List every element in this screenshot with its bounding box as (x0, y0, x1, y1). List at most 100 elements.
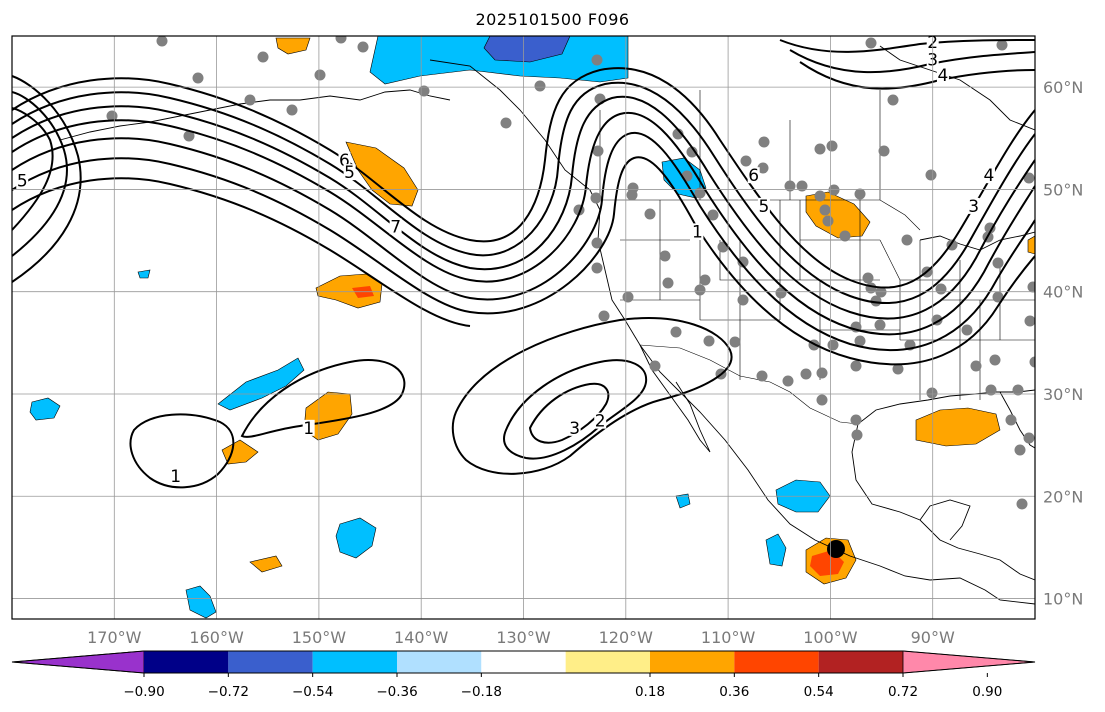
lon-tick-label: 170°W (87, 628, 142, 647)
contour-pacific-1-east (240, 359, 406, 438)
station-dot (659, 250, 671, 262)
station-dot (1016, 498, 1028, 510)
contour-label: 4 (984, 166, 995, 186)
contour-label: 1 (303, 419, 314, 439)
colorbar-tick-label: −0.54 (292, 684, 333, 700)
station-dot (854, 335, 866, 347)
map-gridlines (12, 36, 1035, 619)
station-dot (816, 394, 828, 406)
station-dot (862, 272, 874, 284)
station-dot (740, 155, 752, 167)
lat-tick-label: 20°N (1043, 487, 1083, 506)
contour-ridge-7 (12, 177, 471, 327)
station-dot (827, 339, 839, 351)
station-dot (257, 51, 269, 63)
contour-ridge-4 (12, 111, 1035, 336)
contour-ridge-2 (12, 81, 1035, 305)
station-dot (989, 354, 1001, 366)
contour-pacific-1-west (129, 413, 235, 489)
colorbar-segment (734, 651, 819, 673)
station-dot (717, 241, 729, 253)
station-dot (800, 368, 812, 380)
contour-label-bg (757, 197, 770, 214)
station-dot (796, 180, 808, 192)
contour-label-bg (691, 223, 704, 240)
lon-tick-label: 110°W (701, 628, 756, 647)
station-dot (756, 370, 768, 382)
contour-subtropical-3 (503, 359, 648, 460)
latitude-labels: 10°N 20°N 30°N 40°N 50°N 60°N (1043, 78, 1083, 608)
station-dot (996, 39, 1008, 51)
station-dot (874, 319, 886, 331)
lon-tick-label: 130°W (496, 628, 551, 647)
target-location-marker (827, 540, 845, 558)
colorbar-segment (312, 651, 397, 673)
station-dot (707, 209, 719, 221)
station-dot (500, 117, 512, 129)
station-dot (758, 136, 770, 148)
lon-tick-label: 150°W (292, 628, 347, 647)
positive-anomaly-mid-pacific (315, 273, 383, 309)
contour-label: 6 (339, 151, 350, 171)
contour-ridge-3 (12, 95, 1035, 320)
station-dot (591, 237, 603, 249)
station-dot (1023, 172, 1035, 184)
contour-northeast-4 (799, 61, 1035, 90)
contour-label-bg (343, 164, 356, 181)
contour-label: 1 (170, 467, 181, 487)
negative-anomaly-central-pacific (217, 357, 305, 411)
colorbar-segment (650, 651, 735, 673)
colorbar-segment (818, 651, 903, 673)
station-dot (865, 37, 877, 49)
coastline-aleutians (59, 99, 300, 141)
coastline-alaska-peninsula (299, 89, 451, 101)
station-dot (926, 387, 938, 399)
contour-label-bg (302, 419, 315, 436)
contour-label-bg (594, 412, 607, 429)
station-dot (192, 72, 204, 84)
station-dot (892, 363, 904, 375)
contour-west-edge-3 (12, 75, 82, 283)
positive-anomaly-south-small (249, 555, 283, 573)
contour-label: 3 (569, 419, 580, 439)
station-dot (314, 69, 326, 81)
negative-anomaly-mexico-coast (765, 533, 787, 567)
station-dot (961, 324, 973, 336)
contour-label-bg (967, 197, 980, 214)
station-dot (850, 360, 862, 372)
colorbar-tick-label: 0.18 (635, 684, 665, 700)
station-dot (901, 234, 913, 246)
contour-label: 3 (968, 197, 979, 217)
contour-label-bg (16, 172, 29, 189)
lat-tick-label: 30°N (1043, 385, 1083, 404)
colorbar-extend-high (902, 650, 1036, 674)
colorbar-tick-label: −0.18 (461, 684, 502, 700)
contour-label-bg (936, 66, 949, 83)
positive-anomaly-east-edge (1027, 235, 1035, 255)
lat-tick-label: 40°N (1043, 283, 1083, 302)
station-dot (622, 291, 634, 303)
colorbar: −0.90 −0.72 −0.54 −0.36 −0.18 0.18 0.36 0.54 0.7… (11, 650, 1036, 700)
contour-label-bg (389, 218, 402, 235)
lon-tick-label: 100°W (803, 628, 858, 647)
contour-ridge-5 (12, 131, 1035, 352)
colorbar-segment (481, 651, 566, 673)
station-dot (335, 36, 347, 44)
station-dot (106, 110, 118, 122)
map-title: 2025101500 F096 (475, 10, 630, 29)
station-dot (662, 277, 674, 289)
station-dot (591, 262, 603, 274)
colorbar-tick-label: −0.90 (123, 684, 164, 700)
station-dot (590, 192, 602, 204)
colorbar-tick-label: 0.90 (972, 684, 1002, 700)
station-dot (1023, 432, 1035, 444)
station-dot (1024, 315, 1035, 327)
station-dot (1014, 444, 1026, 456)
station-dot (887, 94, 899, 106)
station-dot (870, 295, 882, 307)
station-dot (686, 146, 698, 158)
station-dot (878, 145, 890, 157)
contour-label: 5 (758, 197, 769, 217)
colorbar-segment (565, 651, 650, 673)
